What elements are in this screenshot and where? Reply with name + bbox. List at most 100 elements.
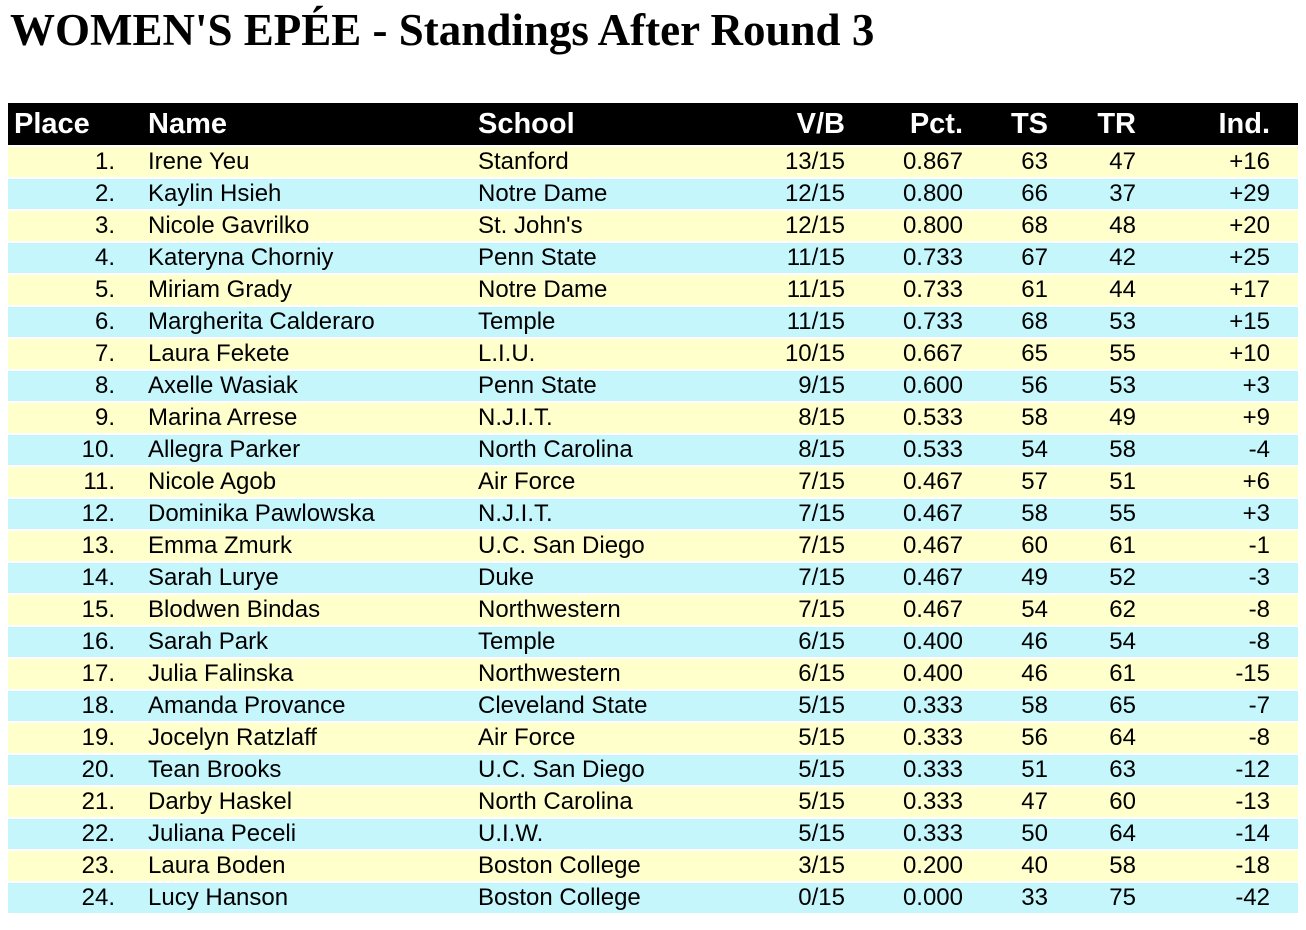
cell-ind: -8 bbox=[1136, 627, 1298, 657]
table-row: 14. Sarah Lurye Duke 7/15 0.467 49 52 -3 bbox=[8, 563, 1298, 593]
table-row: 3. Nicole Gavrilko St. John's 12/15 0.80… bbox=[8, 211, 1298, 241]
cell-name: Nicole Agob bbox=[115, 467, 470, 497]
cell-vb: 3/15 bbox=[760, 851, 845, 881]
cell-school: Boston College bbox=[470, 851, 760, 881]
standings-table: Place Name School V/B Pct. TS TR Ind. 1.… bbox=[8, 101, 1298, 915]
cell-pct: 0.867 bbox=[845, 147, 963, 177]
cell-vb: 0/15 bbox=[760, 883, 845, 913]
cell-vb: 7/15 bbox=[760, 467, 845, 497]
cell-tr: 64 bbox=[1048, 819, 1136, 849]
cell-place: 21. bbox=[8, 787, 115, 817]
cell-ind: +16 bbox=[1136, 147, 1298, 177]
cell-tr: 65 bbox=[1048, 691, 1136, 721]
cell-tr: 48 bbox=[1048, 211, 1136, 241]
cell-place: 13. bbox=[8, 531, 115, 561]
cell-name: Allegra Parker bbox=[115, 435, 470, 465]
table-row: 5. Miriam Grady Notre Dame 11/15 0.733 6… bbox=[8, 275, 1298, 305]
cell-pct: 0.200 bbox=[845, 851, 963, 881]
cell-school: U.I.W. bbox=[470, 819, 760, 849]
table-row: 19. Jocelyn Ratzlaff Air Force 5/15 0.33… bbox=[8, 723, 1298, 753]
cell-place: 10. bbox=[8, 435, 115, 465]
column-header-vb: V/B bbox=[760, 103, 845, 145]
cell-ind: -3 bbox=[1136, 563, 1298, 593]
cell-pct: 0.733 bbox=[845, 243, 963, 273]
cell-ind: -14 bbox=[1136, 819, 1298, 849]
cell-place: 16. bbox=[8, 627, 115, 657]
cell-school: Boston College bbox=[470, 883, 760, 913]
cell-ind: -8 bbox=[1136, 595, 1298, 625]
cell-tr: 61 bbox=[1048, 531, 1136, 561]
table-row: 7. Laura Fekete L.I.U. 10/15 0.667 65 55… bbox=[8, 339, 1298, 369]
cell-school: Stanford bbox=[470, 147, 760, 177]
cell-ind: -4 bbox=[1136, 435, 1298, 465]
cell-tr: 42 bbox=[1048, 243, 1136, 273]
cell-vb: 12/15 bbox=[760, 211, 845, 241]
cell-vb: 8/15 bbox=[760, 435, 845, 465]
cell-ind: +15 bbox=[1136, 307, 1298, 337]
cell-ts: 47 bbox=[963, 787, 1048, 817]
cell-tr: 47 bbox=[1048, 147, 1136, 177]
cell-tr: 55 bbox=[1048, 339, 1136, 369]
cell-school: Temple bbox=[470, 627, 760, 657]
cell-pct: 0.800 bbox=[845, 179, 963, 209]
cell-ts: 49 bbox=[963, 563, 1048, 593]
cell-ts: 65 bbox=[963, 339, 1048, 369]
cell-place: 12. bbox=[8, 499, 115, 529]
cell-school: St. John's bbox=[470, 211, 760, 241]
cell-tr: 58 bbox=[1048, 851, 1136, 881]
cell-pct: 0.800 bbox=[845, 211, 963, 241]
cell-ind: -1 bbox=[1136, 531, 1298, 561]
cell-ts: 56 bbox=[963, 371, 1048, 401]
cell-place: 20. bbox=[8, 755, 115, 785]
cell-ts: 50 bbox=[963, 819, 1048, 849]
cell-place: 5. bbox=[8, 275, 115, 305]
cell-school: U.C. San Diego bbox=[470, 755, 760, 785]
table-row: 8. Axelle Wasiak Penn State 9/15 0.600 5… bbox=[8, 371, 1298, 401]
table-row: 18. Amanda Provance Cleveland State 5/15… bbox=[8, 691, 1298, 721]
cell-vb: 7/15 bbox=[760, 499, 845, 529]
column-header-ts: TS bbox=[963, 103, 1048, 145]
cell-pct: 0.533 bbox=[845, 403, 963, 433]
cell-place: 24. bbox=[8, 883, 115, 913]
cell-ts: 63 bbox=[963, 147, 1048, 177]
cell-school: U.C. San Diego bbox=[470, 531, 760, 561]
cell-ts: 54 bbox=[963, 435, 1048, 465]
header-row: Place Name School V/B Pct. TS TR Ind. bbox=[8, 103, 1298, 145]
cell-ind: -15 bbox=[1136, 659, 1298, 689]
cell-place: 19. bbox=[8, 723, 115, 753]
table-row: 24. Lucy Hanson Boston College 0/15 0.00… bbox=[8, 883, 1298, 913]
cell-pct: 0.467 bbox=[845, 531, 963, 561]
cell-name: Lucy Hanson bbox=[115, 883, 470, 913]
table-row: 4. Kateryna Chorniy Penn State 11/15 0.7… bbox=[8, 243, 1298, 273]
page-title: WOMEN'S EPÉE - Standings After Round 3 bbox=[10, 5, 875, 55]
table-row: 23. Laura Boden Boston College 3/15 0.20… bbox=[8, 851, 1298, 881]
cell-ind: +29 bbox=[1136, 179, 1298, 209]
cell-school: N.J.I.T. bbox=[470, 403, 760, 433]
cell-tr: 61 bbox=[1048, 659, 1136, 689]
cell-pct: 0.333 bbox=[845, 787, 963, 817]
cell-pct: 0.333 bbox=[845, 755, 963, 785]
table-row: 16. Sarah Park Temple 6/15 0.400 46 54 -… bbox=[8, 627, 1298, 657]
cell-vb: 10/15 bbox=[760, 339, 845, 369]
cell-pct: 0.467 bbox=[845, 563, 963, 593]
cell-school: Air Force bbox=[470, 723, 760, 753]
cell-pct: 0.733 bbox=[845, 307, 963, 337]
cell-school: Notre Dame bbox=[470, 275, 760, 305]
cell-ts: 57 bbox=[963, 467, 1048, 497]
cell-ts: 58 bbox=[963, 691, 1048, 721]
cell-name: Sarah Lurye bbox=[115, 563, 470, 593]
table-row: 21. Darby Haskel North Carolina 5/15 0.3… bbox=[8, 787, 1298, 817]
cell-place: 23. bbox=[8, 851, 115, 881]
cell-place: 11. bbox=[8, 467, 115, 497]
cell-ind: +3 bbox=[1136, 499, 1298, 529]
cell-vb: 11/15 bbox=[760, 307, 845, 337]
cell-vb: 13/15 bbox=[760, 147, 845, 177]
cell-ts: 66 bbox=[963, 179, 1048, 209]
cell-school: Penn State bbox=[470, 371, 760, 401]
cell-tr: 49 bbox=[1048, 403, 1136, 433]
cell-tr: 52 bbox=[1048, 563, 1136, 593]
cell-ind: -18 bbox=[1136, 851, 1298, 881]
cell-ind: +9 bbox=[1136, 403, 1298, 433]
table-row: 10. Allegra Parker North Carolina 8/15 0… bbox=[8, 435, 1298, 465]
cell-pct: 0.400 bbox=[845, 659, 963, 689]
